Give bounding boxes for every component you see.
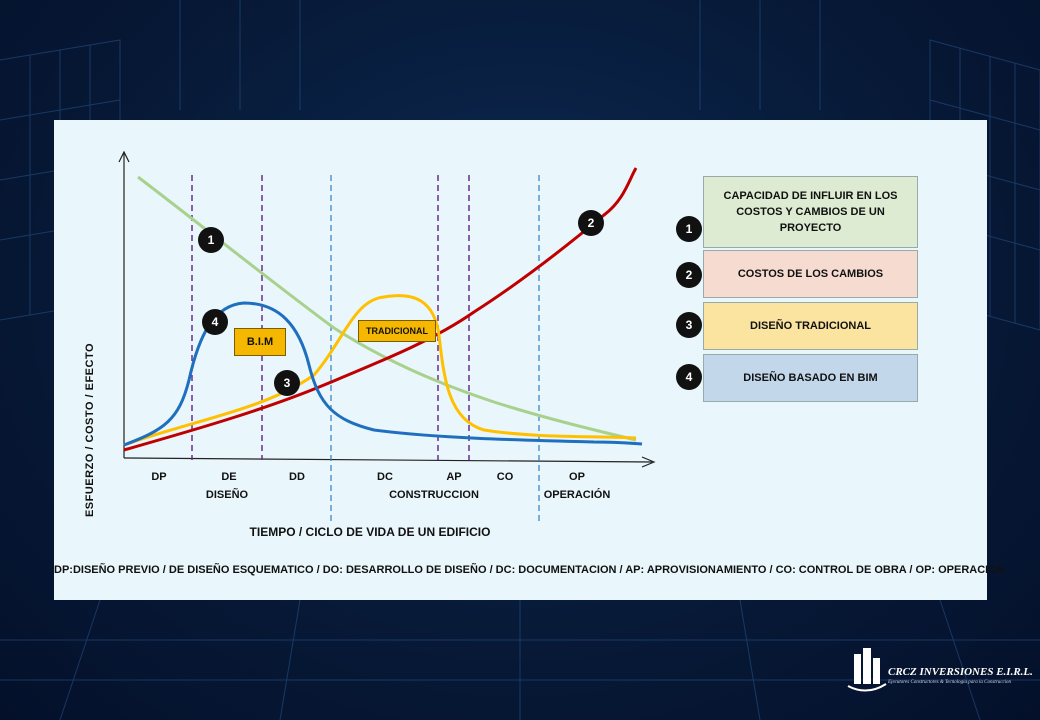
logo-tagline: Ejecutores Constructores & Tecnologia pa…: [888, 680, 1012, 685]
phase-ap: AP: [446, 471, 462, 483]
y-axis-arrow: [118, 150, 130, 163]
legend-item-2: COSTOS DE LOS CAMBIOS: [703, 250, 918, 298]
curve-badge-2: 2: [578, 210, 604, 236]
phase-diseno: DISEÑO: [205, 489, 249, 501]
legend-item-1: CAPACIDAD DE INFLUIR EN LOS COSTOS Y CAM…: [703, 176, 918, 248]
phase-op: OP: [569, 471, 585, 483]
building-logo-icon: [847, 648, 887, 692]
x-axis-label: TIEMPO / CICLO DE VIDA DE UN EDIFICIO: [249, 525, 491, 539]
diagram-panel: ESFUERZO / COSTO / EFECTO DP DE DD DISEÑ…: [54, 120, 1005, 600]
company-logo: CRCZ INVERSIONES E.I.R.L. Ejecutores Con…: [846, 648, 1033, 694]
lifecycle-chart: [118, 150, 656, 525]
phase-dp: DP: [151, 471, 167, 483]
curve-1-capacity: [137, 175, 637, 442]
bim-tag: B.I.M: [234, 328, 286, 356]
legend-badge-1: 1: [676, 216, 702, 242]
legend-badge-4: 4: [676, 364, 702, 390]
curve-badge-4: 4: [202, 309, 228, 335]
phase-de: DE: [221, 471, 237, 483]
curve-3-traditional: [123, 294, 637, 447]
phase-co: CO: [496, 471, 514, 483]
curve-4-bim: [123, 301, 643, 447]
legend-item-4: DISEÑO BASADO EN BIM: [703, 354, 918, 402]
legend-badge-2: 2: [676, 262, 702, 288]
y-axis-label: ESFUERZO / COSTO / EFECTO: [84, 342, 96, 518]
legend-item-3: DISEÑO TRADICIONAL: [703, 302, 918, 350]
phase-operacion: OPERACIÓN: [543, 489, 611, 501]
curve-badge-3: 3: [274, 370, 300, 396]
x-axis: [123, 457, 653, 463]
x-axis-arrow: [641, 456, 656, 468]
logo-name: CRCZ INVERSIONES E.I.R.L.: [888, 666, 1033, 678]
tradicional-tag: TRADICIONAL: [358, 320, 436, 342]
curve-2-cost: [123, 167, 638, 452]
phase-dc: DC: [377, 471, 393, 483]
legend-badge-3: 3: [676, 312, 702, 338]
phase-construccion: CONSTRUCCION: [389, 489, 479, 501]
curve-badge-1: 1: [198, 227, 224, 253]
phase-dd: DD: [289, 471, 305, 483]
footnote: DP:DISEÑO PREVIO / DE DISEÑO ESQUEMATICO…: [54, 564, 1005, 576]
